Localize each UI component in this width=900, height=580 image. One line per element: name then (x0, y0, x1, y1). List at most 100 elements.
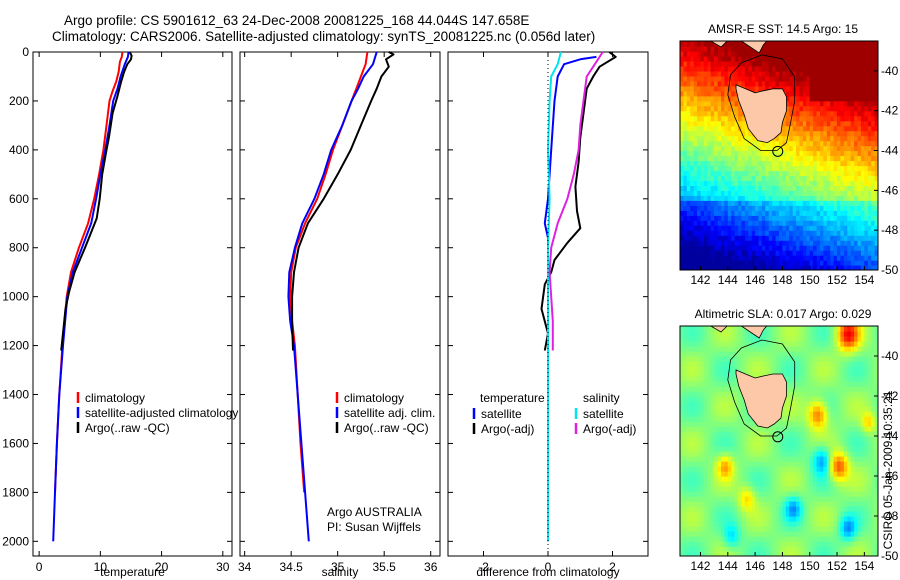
map-cell (772, 491, 777, 497)
map-cell (741, 436, 746, 442)
map-cell (857, 165, 862, 172)
map-cell (796, 486, 801, 492)
map-cell (734, 75, 739, 82)
map-cell (700, 150, 705, 157)
map-cell (703, 80, 708, 87)
map-cell (840, 170, 845, 176)
map-cell (874, 265, 878, 270)
map-cell (816, 85, 821, 92)
map-cell (867, 185, 872, 191)
map-cell (710, 245, 715, 251)
map-cell (789, 210, 794, 216)
map-cell (707, 531, 712, 537)
map-cell (833, 516, 838, 522)
map-cell (792, 346, 797, 352)
map-cell (860, 180, 865, 186)
map-cell (690, 80, 695, 87)
map-cell (751, 80, 756, 87)
map-cell (721, 456, 725, 462)
map-cell (693, 170, 698, 176)
map-cell (782, 541, 787, 547)
map-cell (714, 90, 719, 97)
map-cell (779, 65, 783, 72)
map-cell (864, 110, 869, 117)
map-cell (789, 95, 794, 102)
map-cell (823, 85, 828, 92)
map-cell (748, 190, 753, 196)
map-cell (775, 175, 780, 181)
map-cell (690, 135, 695, 142)
map-cell (830, 531, 835, 537)
map-cell (700, 521, 705, 527)
map-cell (751, 135, 756, 142)
map-cell (796, 506, 801, 512)
map-cell (775, 70, 780, 77)
map-cell (748, 436, 753, 442)
depth-contour (727, 54, 796, 151)
map-cell (802, 210, 807, 216)
map-cell (785, 90, 790, 97)
map-cell (765, 466, 770, 472)
map-cell (847, 170, 852, 176)
map-cell (799, 180, 804, 186)
map-cell (830, 70, 835, 77)
map-cell (721, 431, 725, 437)
map-cell (741, 185, 746, 191)
map-cell (802, 165, 807, 172)
legend-title: temperature (480, 391, 545, 405)
map-cell (820, 75, 824, 82)
map-cell (789, 120, 794, 127)
map-cell (830, 225, 835, 231)
map-cell (751, 250, 756, 256)
map-cell (724, 526, 729, 532)
map-cell (813, 105, 818, 112)
map-cell (707, 145, 712, 152)
map-cell (724, 205, 729, 211)
map-cell (734, 180, 739, 186)
map-cell (823, 180, 828, 186)
map-cell (710, 441, 715, 447)
map-cell (833, 210, 838, 216)
map-cell (686, 366, 691, 372)
map-cell (813, 135, 818, 142)
map-cell (796, 65, 801, 72)
map-cell (802, 195, 807, 201)
map-cell (813, 461, 818, 467)
map-cell (707, 426, 712, 432)
map-cell (734, 155, 739, 162)
map-cell (813, 125, 818, 132)
map-cell (860, 185, 865, 191)
map-cell (765, 356, 770, 362)
map-cell (693, 486, 698, 492)
map-cell (833, 396, 838, 402)
map-cell (741, 125, 746, 132)
map-cell (727, 456, 732, 462)
map-cell (734, 431, 739, 437)
map-cell (765, 511, 770, 517)
map-cell (843, 220, 848, 226)
map-cell (813, 110, 818, 117)
map-cell (703, 466, 708, 472)
map-cell (789, 155, 794, 162)
map-cell (820, 416, 824, 422)
map-cell (717, 55, 722, 62)
map-cell (744, 135, 749, 142)
map-cell (686, 120, 691, 127)
map-cell (734, 336, 739, 342)
map-cell (833, 356, 838, 362)
map-cell (802, 235, 807, 241)
map-cell (721, 130, 725, 137)
map-cell (727, 536, 732, 542)
map-cell (792, 185, 797, 191)
map-cell (792, 225, 797, 231)
map-cell (850, 41, 855, 47)
map-cell (823, 100, 828, 107)
map-cell (690, 170, 695, 176)
map-cell (871, 170, 876, 176)
map-cell (867, 100, 872, 107)
map-cell (721, 436, 725, 442)
map-cell (772, 331, 777, 337)
map-cell (703, 255, 708, 261)
map-cell (785, 331, 790, 337)
map-cell (758, 486, 763, 492)
